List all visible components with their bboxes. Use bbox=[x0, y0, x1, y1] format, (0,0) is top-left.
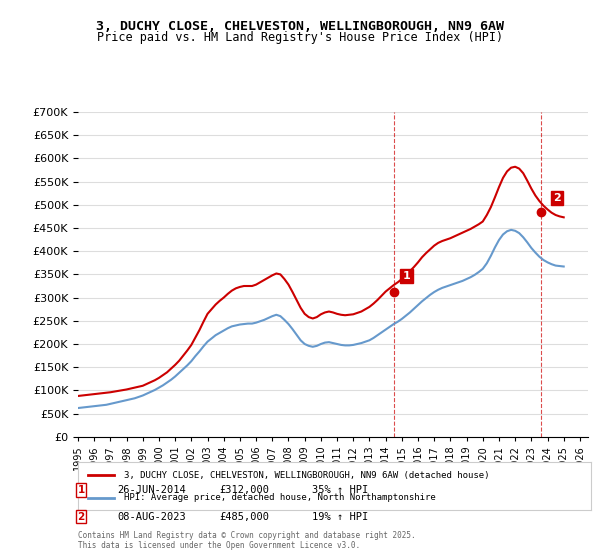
Text: 3, DUCHY CLOSE, CHELVESTON, WELLINGBOROUGH, NN9 6AW (detached house): 3, DUCHY CLOSE, CHELVESTON, WELLINGBOROU… bbox=[124, 471, 490, 480]
Text: Price paid vs. HM Land Registry's House Price Index (HPI): Price paid vs. HM Land Registry's House … bbox=[97, 31, 503, 44]
Text: HPI: Average price, detached house, North Northamptonshire: HPI: Average price, detached house, Nort… bbox=[124, 493, 436, 502]
Text: Contains HM Land Registry data © Crown copyright and database right 2025.
This d: Contains HM Land Registry data © Crown c… bbox=[78, 530, 416, 550]
Text: £485,000: £485,000 bbox=[219, 512, 269, 522]
Text: 08-AUG-2023: 08-AUG-2023 bbox=[117, 512, 186, 522]
Text: 3, DUCHY CLOSE, CHELVESTON, WELLINGBOROUGH, NN9 6AW: 3, DUCHY CLOSE, CHELVESTON, WELLINGBOROU… bbox=[96, 20, 504, 32]
Text: 1: 1 bbox=[403, 271, 410, 281]
Text: 26-JUN-2014: 26-JUN-2014 bbox=[117, 485, 186, 495]
Text: 35% ↑ HPI: 35% ↑ HPI bbox=[312, 485, 368, 495]
Text: 2: 2 bbox=[77, 512, 85, 522]
Text: 1: 1 bbox=[77, 485, 85, 495]
Text: 19% ↑ HPI: 19% ↑ HPI bbox=[312, 512, 368, 522]
Text: £312,000: £312,000 bbox=[219, 485, 269, 495]
Text: 2: 2 bbox=[553, 193, 561, 203]
